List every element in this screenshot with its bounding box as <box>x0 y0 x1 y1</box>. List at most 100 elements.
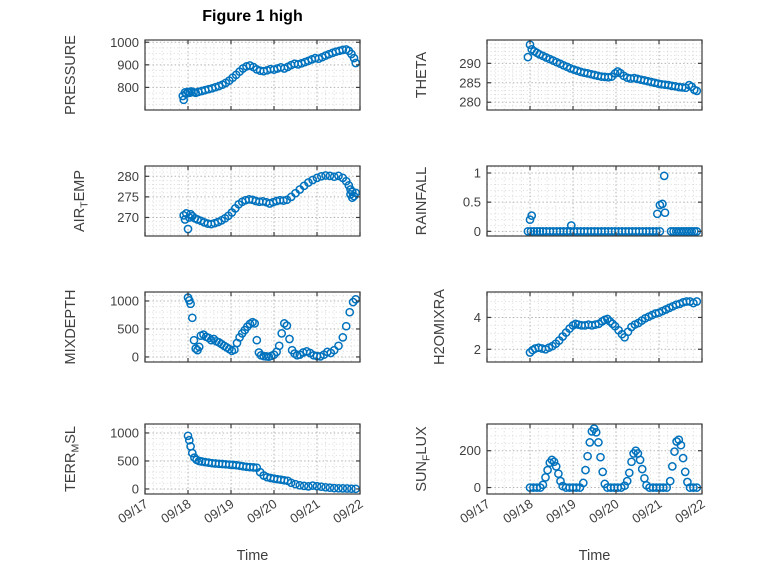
data-point <box>581 465 590 475</box>
figure-title: Figure 1 high <box>202 8 303 25</box>
scatter-points <box>179 171 361 234</box>
y-tick-label: 280 <box>459 95 481 110</box>
y-tick-label: 270 <box>117 210 139 225</box>
data-point <box>185 88 195 98</box>
data-point <box>187 448 197 458</box>
y-tick-label: 200 <box>459 443 481 458</box>
y-axis-label-text: LUX <box>414 426 430 455</box>
subplot-theta: 280 285 290 THETA <box>414 39 703 111</box>
data-point <box>329 483 339 493</box>
y-tick-label: 0 <box>132 349 139 364</box>
axes-box <box>486 165 703 237</box>
data-point <box>578 478 588 488</box>
y-tick-label: 4 <box>474 310 481 325</box>
y-axis-label-text: PRESSURE <box>63 35 79 115</box>
x-tick-label: 09/18 <box>158 496 193 526</box>
data-point <box>529 226 539 236</box>
data-point <box>351 58 361 68</box>
subplot-airtemp: 270 275 280 AIRTEMP <box>72 165 361 237</box>
data-point <box>282 321 292 330</box>
data-point <box>556 476 565 486</box>
y-tick-label: 0 <box>474 480 481 495</box>
data-point <box>583 451 592 461</box>
data-point <box>204 333 213 343</box>
x-tick-label: 09/22 <box>330 496 365 526</box>
data-point <box>277 329 287 338</box>
data-point <box>598 467 608 477</box>
y-axis-label-text: H2OMIXRA <box>432 289 448 365</box>
axes-frame <box>486 423 703 495</box>
y-axis-label: PRESSURE <box>63 35 79 115</box>
data-point <box>527 211 537 220</box>
data-point <box>689 483 698 492</box>
data-point <box>665 476 675 486</box>
y-tick-label: 800 <box>117 80 139 95</box>
data-point <box>596 452 605 462</box>
x-tick-label: 09/19 <box>201 496 236 526</box>
data-point <box>183 431 193 441</box>
y-axis-label-subscript: T <box>79 201 91 208</box>
data-point <box>325 171 335 181</box>
subplot-sun_flux: 0 200 SUNFLUX 09/17 09/18 09/19 09/20 09/21 09/2… <box>414 423 708 564</box>
y-tick-label: 0.5 <box>463 195 481 210</box>
data-point <box>652 226 661 236</box>
data-point <box>532 226 542 236</box>
data-point <box>678 453 688 463</box>
data-point <box>674 435 684 445</box>
data-point <box>338 333 348 342</box>
y-tick-label: 280 <box>117 169 139 184</box>
data-point <box>624 468 634 478</box>
y-tick-label: 1000 <box>110 293 139 308</box>
data-point <box>285 334 294 344</box>
data-point <box>525 215 535 225</box>
axes-box <box>486 39 703 111</box>
data-point <box>329 345 339 355</box>
data-point <box>667 462 677 471</box>
x-tick-label: 09/21 <box>629 496 664 526</box>
axes-frame <box>144 291 361 363</box>
data-point <box>338 45 348 55</box>
data-point <box>351 294 361 304</box>
y-tick-label: 0 <box>474 224 481 239</box>
x-tick-label: 09/22 <box>672 496 707 526</box>
data-point <box>543 465 552 475</box>
major-grid <box>145 40 360 110</box>
y-axis-label: SUNFLUX <box>414 426 433 492</box>
major-grid <box>145 424 360 494</box>
y-axis-label-subscript: M <box>70 444 82 453</box>
data-point <box>194 342 204 352</box>
scatter-points <box>525 297 702 357</box>
x-tick-label: 09/18 <box>500 496 535 526</box>
axes-box <box>486 423 703 495</box>
data-point <box>670 447 679 456</box>
data-point <box>637 464 647 474</box>
axes-frame <box>144 423 361 495</box>
major-grid <box>487 424 702 494</box>
data-point <box>252 335 262 345</box>
data-point <box>291 479 300 489</box>
x-tick-label: 09/17 <box>115 496 150 526</box>
scatter-points <box>523 40 702 96</box>
data-point <box>321 482 330 492</box>
y-tick-label: 0 <box>132 481 139 496</box>
data-point <box>186 299 195 309</box>
y-tick-label: 285 <box>459 75 481 90</box>
data-point <box>325 483 335 493</box>
data-point <box>658 199 667 209</box>
y-axis-label-text: SL <box>63 426 79 444</box>
data-point <box>184 435 194 445</box>
subplot-h2omixra: 2 4 H2OMIXRA <box>432 289 703 365</box>
data-point <box>535 226 545 236</box>
x-axis-label: Time <box>237 548 269 564</box>
y-axis-label-text: SUN <box>414 461 430 492</box>
data-point <box>660 208 670 218</box>
x-tick-label: 09/20 <box>586 496 621 526</box>
data-point <box>308 481 318 490</box>
data-point <box>620 481 629 491</box>
data-point <box>591 427 601 437</box>
axes-frame <box>486 291 703 363</box>
data-point <box>538 480 548 490</box>
y-axis-label: RAINFALL <box>414 167 430 236</box>
data-point <box>676 440 686 450</box>
